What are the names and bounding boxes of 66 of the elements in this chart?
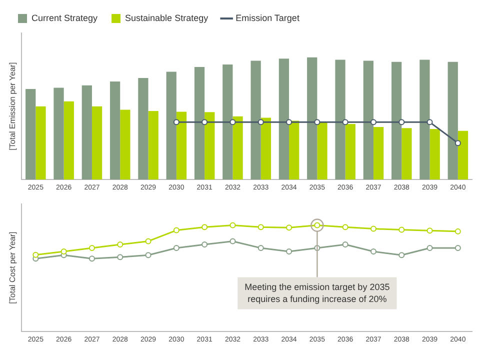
point (258, 224, 264, 230)
bar (138, 78, 148, 180)
bar (307, 57, 318, 180)
bar (448, 62, 458, 180)
point (173, 227, 180, 234)
bar (289, 120, 300, 180)
point (426, 245, 433, 252)
point (202, 242, 208, 248)
bar (54, 88, 64, 180)
y-axis-title: [Total Cost per Year] (8, 232, 18, 304)
point (454, 245, 461, 252)
point (88, 245, 95, 252)
legend-label: Current Strategy (32, 12, 98, 23)
point (454, 228, 461, 234)
point (117, 254, 124, 260)
point (286, 224, 292, 231)
y-axis-title: [Total Emission per Year] (8, 62, 18, 150)
bar (176, 112, 187, 180)
bar (120, 110, 130, 180)
point (60, 248, 67, 255)
bar (110, 82, 120, 180)
bar (420, 60, 430, 180)
point (286, 248, 292, 255)
point (32, 252, 39, 258)
point (202, 224, 208, 230)
bar (458, 130, 468, 180)
bar (222, 64, 233, 180)
bar (402, 128, 412, 180)
bar (250, 60, 261, 180)
bar (373, 126, 384, 180)
bar (82, 85, 92, 180)
bar (391, 62, 402, 180)
point (88, 256, 95, 262)
annotation: Meeting the emission target by 2035 requires a funding increase of 20% (244, 282, 390, 304)
bar (345, 124, 356, 180)
point (145, 252, 152, 258)
point (426, 228, 433, 234)
point (230, 222, 236, 228)
legend-label: Emission Target (236, 12, 300, 23)
point (398, 226, 405, 233)
bar (317, 122, 328, 180)
bar (64, 101, 74, 180)
point (342, 242, 348, 248)
bar (204, 112, 215, 180)
bar (335, 60, 346, 180)
bar (363, 60, 374, 180)
point (342, 224, 348, 230)
point (370, 226, 376, 232)
bar (430, 129, 440, 180)
point (117, 242, 124, 248)
point (258, 245, 264, 252)
bar (36, 106, 46, 180)
point (230, 238, 236, 244)
point (398, 252, 405, 258)
point (145, 238, 152, 244)
bar (260, 118, 272, 180)
bar (26, 88, 36, 180)
bar (232, 116, 243, 180)
legend-label: Sustainable Strategy (125, 12, 209, 23)
bar (92, 106, 102, 180)
bar (194, 66, 205, 180)
bar (166, 72, 176, 180)
bar (278, 58, 290, 180)
point (173, 245, 180, 252)
bar (148, 110, 158, 180)
point (370, 248, 376, 255)
